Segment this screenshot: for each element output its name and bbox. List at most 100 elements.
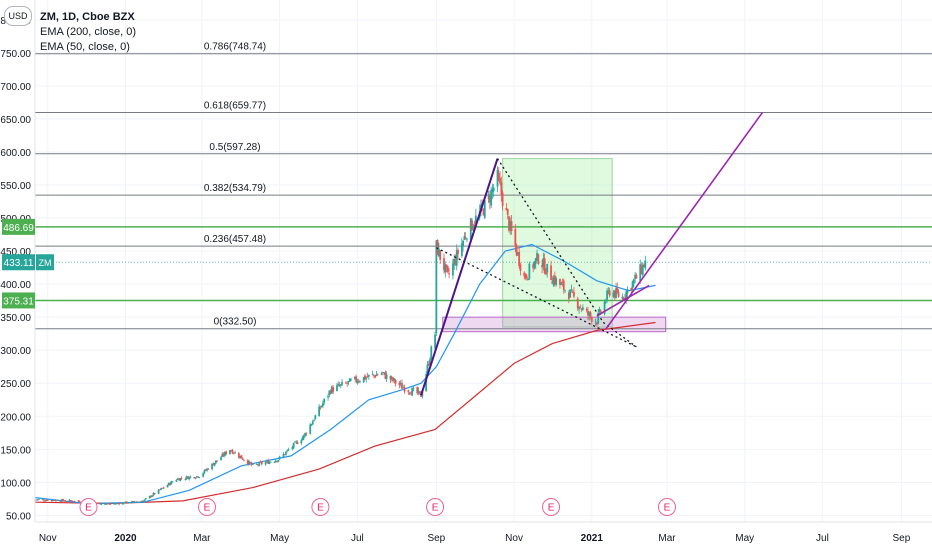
candle-body-186 bbox=[365, 377, 368, 379]
candle-body-330 bbox=[622, 298, 625, 300]
candle-body-329 bbox=[621, 296, 624, 299]
candle-body-1 bbox=[35, 499, 38, 501]
candle-body-134 bbox=[273, 461, 276, 463]
candle-body-154 bbox=[309, 424, 312, 434]
candle-body-75 bbox=[167, 482, 170, 486]
candle-body-263 bbox=[501, 192, 504, 207]
candle-body-278 bbox=[528, 263, 531, 279]
candle-body-206 bbox=[401, 382, 403, 389]
candle-body-130 bbox=[265, 460, 268, 462]
earnings-marker-3 bbox=[426, 498, 445, 516]
candle-body-57 bbox=[134, 502, 137, 503]
candle-body-242 bbox=[464, 237, 467, 239]
symbol-badge-text: ZM bbox=[39, 258, 52, 268]
candle-body-334 bbox=[630, 288, 633, 291]
legend-ema200[interactable]: EMA (200, close, 0) bbox=[40, 26, 136, 38]
candle-body-247 bbox=[473, 224, 476, 226]
candle-body-228 bbox=[439, 250, 442, 260]
candle-body-195 bbox=[381, 372, 384, 373]
candle-body-54 bbox=[130, 501, 133, 504]
candle-body-120 bbox=[248, 461, 250, 465]
candle-body-98 bbox=[207, 468, 210, 470]
candle-body-67 bbox=[152, 493, 155, 496]
time-tick-3: May bbox=[270, 533, 289, 544]
legend-title[interactable]: ZM, 1D, Cboe BZX bbox=[40, 11, 135, 23]
candle-body-261 bbox=[499, 178, 501, 184]
candle-body-312 bbox=[589, 312, 592, 317]
candle-body-255 bbox=[488, 196, 491, 203]
fib-label-4: 0.618(659.77) bbox=[204, 100, 266, 111]
candle-body-184 bbox=[362, 376, 365, 383]
fib-label-2: 0.382(534.79) bbox=[204, 183, 266, 194]
candle-body-193 bbox=[376, 374, 379, 376]
candle-body-141 bbox=[285, 451, 287, 455]
candle-body-192 bbox=[375, 374, 378, 377]
candle-body-12 bbox=[54, 500, 57, 501]
candle-body-70 bbox=[158, 489, 161, 491]
candle-body-216 bbox=[418, 391, 421, 393]
candle-body-55 bbox=[132, 500, 135, 502]
candle-body-118 bbox=[243, 459, 245, 461]
candle-body-48 bbox=[118, 503, 120, 505]
candle-body-18 bbox=[64, 500, 67, 502]
candle-body-88 bbox=[189, 476, 192, 478]
candle-body-52 bbox=[125, 501, 128, 504]
candle-body-275 bbox=[524, 274, 527, 279]
candle-body-220 bbox=[426, 364, 429, 374]
zones bbox=[442, 158, 667, 333]
time-tick-5: Sep bbox=[427, 533, 445, 544]
candle-body-128 bbox=[260, 462, 263, 465]
candle-body-185 bbox=[364, 375, 366, 380]
candle-body-288 bbox=[546, 263, 549, 273]
candle-body-187 bbox=[366, 376, 369, 378]
time-tick-10: Jul bbox=[816, 533, 829, 544]
candle-body-241 bbox=[463, 235, 466, 240]
candle-body-315 bbox=[595, 322, 598, 325]
candle-body-133 bbox=[269, 461, 272, 463]
candle-body-117 bbox=[241, 458, 244, 460]
candle-body-148 bbox=[296, 442, 299, 444]
candle-body-188 bbox=[367, 374, 370, 377]
earnings-marker-1 bbox=[198, 498, 217, 516]
candle-body-42 bbox=[108, 503, 110, 505]
candle-body-111 bbox=[231, 449, 234, 454]
candle-body-124 bbox=[255, 464, 258, 465]
candle-body-286 bbox=[543, 258, 546, 274]
candle-body-62 bbox=[143, 499, 146, 501]
candle-body-332 bbox=[625, 291, 628, 301]
candle-body-285 bbox=[542, 258, 545, 267]
candle-body-305 bbox=[578, 307, 580, 310]
candle-body-72 bbox=[161, 487, 164, 489]
candle-body-256 bbox=[490, 190, 493, 206]
candle-body-205 bbox=[399, 382, 402, 384]
candle-body-10 bbox=[51, 500, 54, 501]
candle-body-335 bbox=[631, 281, 634, 289]
trend-lines bbox=[420, 111, 764, 396]
candle-body-127 bbox=[259, 461, 262, 463]
candle-body-170 bbox=[337, 384, 340, 386]
horizontal-levels bbox=[35, 226, 932, 302]
time-tick-9: May bbox=[735, 533, 754, 544]
legend-ema50[interactable]: EMA (50, close, 0) bbox=[40, 41, 130, 53]
candle-body-22 bbox=[72, 501, 75, 502]
candle-body-248 bbox=[474, 215, 477, 224]
candle-body-287 bbox=[545, 271, 547, 275]
candle-body-221 bbox=[427, 363, 430, 366]
candle-body-132 bbox=[268, 461, 271, 464]
candle-body-122 bbox=[250, 462, 253, 465]
candle-body-165 bbox=[328, 390, 331, 395]
grid bbox=[35, 0, 932, 522]
candle-body-59 bbox=[139, 501, 142, 503]
time-tick-0: Nov bbox=[39, 533, 57, 544]
candle-body-279 bbox=[532, 264, 535, 269]
currency-badge[interactable]: USD bbox=[4, 6, 32, 26]
time-axis[interactable]: Nov 2020 Mar May Jul Sep Nov 2021 Mar May Jul Sep bbox=[35, 521, 932, 544]
candle-body-45 bbox=[114, 503, 117, 505]
candle-body-51 bbox=[124, 501, 127, 504]
earnings-label-3: E bbox=[432, 503, 439, 514]
candle-body-38 bbox=[100, 504, 103, 505]
candle-body-129 bbox=[264, 462, 267, 465]
candle-body-164 bbox=[327, 395, 329, 398]
